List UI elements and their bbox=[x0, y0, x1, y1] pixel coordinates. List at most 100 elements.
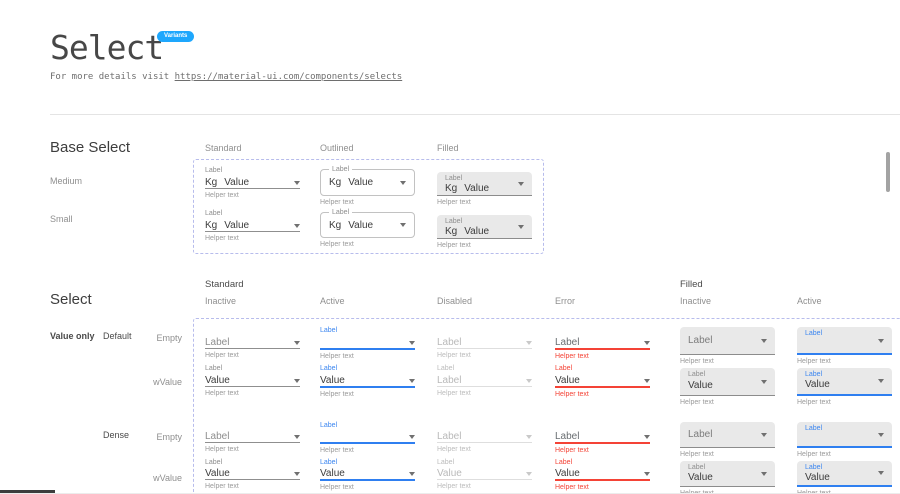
label-spacer bbox=[437, 326, 532, 335]
horizontal-scrollbar-thumb[interactable] bbox=[0, 490, 55, 493]
floating-label: Label bbox=[805, 371, 823, 378]
select-underline bbox=[437, 442, 532, 443]
dropdown-arrow-icon bbox=[294, 341, 300, 345]
helper-text: Helper text bbox=[555, 391, 589, 398]
base-select-filled-small[interactable]: Label Kg Value bbox=[437, 215, 532, 239]
select-filled-inactive-empty[interactable]: Label bbox=[680, 327, 775, 355]
select-cell: Label Value Helper text bbox=[555, 364, 650, 398]
helper-text: Helper text bbox=[437, 390, 471, 397]
select-underline bbox=[555, 442, 650, 444]
floating-label: Label bbox=[320, 327, 338, 334]
header-divider bbox=[50, 114, 900, 115]
select-value: Kg Value bbox=[445, 226, 490, 237]
select-value: Value bbox=[555, 468, 580, 479]
select-filled-active-value[interactable]: Label Value bbox=[797, 368, 892, 396]
select-value: Kg Value bbox=[329, 219, 374, 231]
floating-label: Label bbox=[805, 330, 823, 337]
select-filled-inactive-value-dense[interactable]: Label Value bbox=[680, 461, 775, 487]
select-standard-active-empty[interactable]: Label bbox=[320, 326, 415, 350]
select-section-title: Select bbox=[50, 291, 92, 308]
vertical-scrollbar-thumb[interactable] bbox=[886, 152, 890, 192]
intro-text: For more details visit https://material-… bbox=[50, 72, 402, 82]
select-value: Kg Value bbox=[445, 183, 490, 194]
select-standard-inactive-empty[interactable]: Label bbox=[205, 326, 300, 349]
select-filled-active-value-dense[interactable]: Label Value bbox=[797, 461, 892, 487]
select-underline bbox=[205, 386, 300, 387]
helper-text: Helper text bbox=[797, 399, 831, 406]
dropdown-arrow-icon bbox=[526, 379, 532, 383]
floating-label: Label bbox=[205, 210, 223, 217]
select-placeholder: Label bbox=[205, 337, 230, 348]
select-value: Value bbox=[205, 375, 230, 386]
select-filled-inactive-value[interactable]: Label Value bbox=[680, 368, 775, 396]
material-ui-link[interactable]: https://material-ui.com/components/selec… bbox=[174, 72, 403, 82]
variants-badge: Variants bbox=[157, 31, 195, 42]
select-standard-active-value[interactable]: Label Value bbox=[320, 364, 415, 388]
base-select-standard-small[interactable]: Label Kg Value bbox=[205, 209, 300, 232]
select-cell: Label Helper text bbox=[320, 326, 415, 360]
dropdown-arrow-icon bbox=[878, 433, 884, 437]
select-filled-inactive-empty-dense[interactable]: Label bbox=[680, 422, 775, 448]
select-value: Value bbox=[688, 472, 713, 483]
select-cell: Label Value Helper text bbox=[320, 364, 415, 398]
select-cell: Label Kg Value Helper text bbox=[320, 166, 415, 206]
base-select-outlined-medium[interactable]: Label Kg Value bbox=[320, 166, 415, 196]
select-filled-active-empty-dense[interactable]: Label bbox=[797, 422, 892, 448]
dropdown-arrow-icon bbox=[400, 180, 406, 185]
select-standard-disabled-empty: Label bbox=[437, 326, 532, 349]
base-select-outlined-small[interactable]: Label Kg Value bbox=[320, 209, 415, 238]
select-standard-error-value-dense[interactable]: Label Value bbox=[555, 458, 650, 481]
select-standard-error-empty-dense[interactable]: Label bbox=[555, 421, 650, 444]
select-underline bbox=[205, 442, 300, 443]
dropdown-arrow-icon bbox=[761, 471, 767, 476]
select-cell: Label Helper text bbox=[205, 421, 300, 453]
dropdown-arrow-icon bbox=[294, 224, 300, 228]
floating-label: Label bbox=[205, 167, 223, 174]
select-underline bbox=[555, 479, 650, 481]
select-standard-disabled-empty-dense: Label bbox=[437, 421, 532, 443]
floating-label: Label bbox=[205, 365, 223, 372]
select-cell: Label Helper text bbox=[680, 327, 775, 365]
intro-prefix: For more details visit bbox=[50, 72, 175, 82]
select-cell: Label Helper text bbox=[555, 421, 650, 454]
select-value: Value bbox=[688, 380, 713, 391]
row-wvalue: wValue bbox=[153, 377, 182, 387]
dropdown-arrow-icon bbox=[526, 472, 532, 476]
label-spacer bbox=[437, 421, 532, 430]
base-select-standard-medium[interactable]: Label Kg Value bbox=[205, 166, 300, 189]
floating-label: Label bbox=[437, 459, 455, 466]
helper-text: Helper text bbox=[320, 391, 354, 398]
floating-label: Label bbox=[805, 464, 823, 471]
helper-text: Helper text bbox=[205, 390, 239, 397]
select-standard-error-empty[interactable]: Label bbox=[555, 326, 650, 350]
select-underline bbox=[320, 479, 415, 481]
select-placeholder: Label bbox=[437, 431, 462, 442]
select-standard-active-empty-dense[interactable]: Label bbox=[320, 421, 415, 444]
label-spacer bbox=[205, 326, 300, 335]
dropdown-arrow-icon bbox=[409, 472, 415, 476]
select-value: Label bbox=[437, 375, 462, 386]
helper-text: Helper text bbox=[437, 483, 471, 490]
helper-text: Helper text bbox=[680, 451, 714, 458]
floating-label: Label bbox=[437, 365, 455, 372]
select-underline bbox=[205, 479, 300, 480]
row-empty: Empty bbox=[156, 333, 182, 343]
floating-label: Label bbox=[688, 371, 706, 378]
helper-text: Helper text bbox=[555, 447, 589, 454]
dropdown-arrow-icon bbox=[526, 341, 532, 345]
select-standard-error-value[interactable]: Label Value bbox=[555, 364, 650, 388]
helper-text: Helper text bbox=[437, 352, 471, 359]
select-filled-active-empty[interactable]: Label bbox=[797, 327, 892, 355]
select-standard-inactive-value-dense[interactable]: Label Value bbox=[205, 458, 300, 480]
select-value: Value bbox=[320, 375, 345, 386]
select-cell: Label Kg Value Helper text bbox=[205, 166, 300, 199]
helper-text: Helper text bbox=[320, 199, 354, 206]
select-standard-inactive-value[interactable]: Label Value bbox=[205, 364, 300, 387]
select-standard-active-value-dense[interactable]: Label Value bbox=[320, 458, 415, 481]
helper-text: Helper text bbox=[680, 358, 714, 365]
select-standard-inactive-empty-dense[interactable]: Label bbox=[205, 421, 300, 443]
base-select-filled-medium[interactable]: Label Kg Value bbox=[437, 172, 532, 196]
select-standard-disabled-value-dense: Label Value bbox=[437, 458, 532, 480]
group-standard: Standard bbox=[205, 279, 244, 290]
select-underline bbox=[320, 386, 415, 388]
